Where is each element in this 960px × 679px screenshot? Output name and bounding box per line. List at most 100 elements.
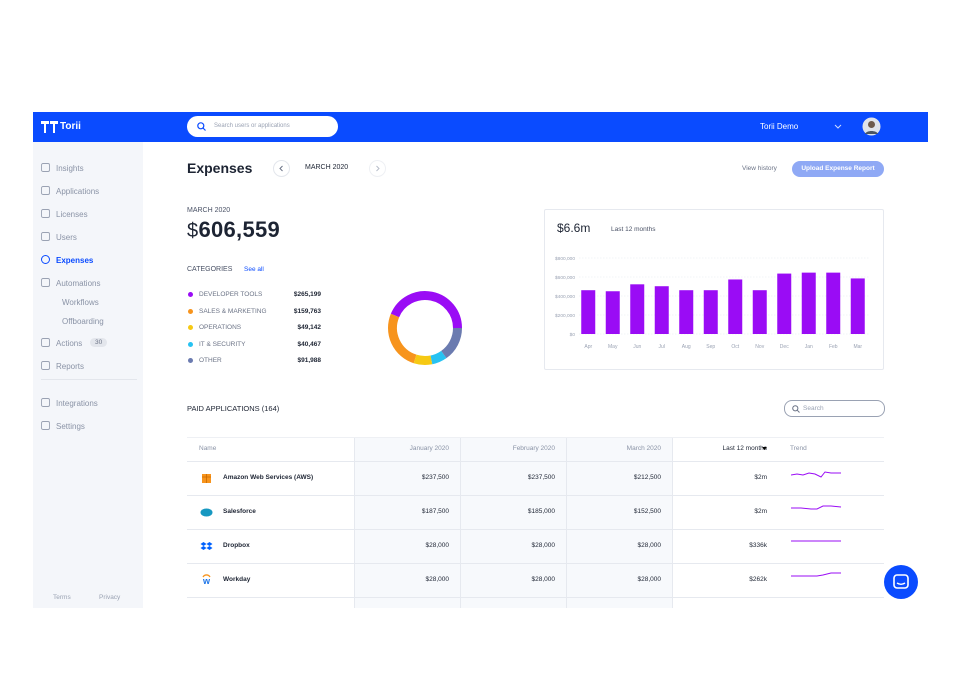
table-search-icon xyxy=(792,405,800,413)
nav-icon-shape xyxy=(41,232,50,241)
avatar[interactable] xyxy=(862,117,881,136)
app-icon xyxy=(202,474,211,483)
table-shade xyxy=(354,437,672,608)
bar xyxy=(581,290,596,334)
nav-icon-shape xyxy=(41,421,50,430)
nav-item[interactable]: Workflows xyxy=(62,298,99,307)
legend-value: $49,142 xyxy=(297,324,322,331)
cell-value: $28,000 xyxy=(637,576,662,583)
x-tick-label: Feb xyxy=(829,344,838,350)
top-bar: Torii Search users or applications Torii… xyxy=(33,112,928,142)
app-icon: w xyxy=(202,574,211,586)
x-tick-label: Oct xyxy=(731,344,739,350)
x-tick-label: Nov xyxy=(755,344,764,350)
nav-icon xyxy=(41,421,50,430)
bar xyxy=(826,272,841,334)
column-header[interactable]: Name xyxy=(199,445,217,452)
app-name[interactable]: Dropbox xyxy=(223,542,250,549)
cell-value: $187,500 xyxy=(421,508,449,515)
cell-value: $152,500 xyxy=(633,508,661,515)
cell-value: $212,500 xyxy=(633,474,661,481)
categories-title: CATEGORIES xyxy=(187,266,233,273)
nav-item[interactable]: Integrations xyxy=(56,399,98,408)
chat-button[interactable] xyxy=(884,565,918,599)
prev-month[interactable] xyxy=(273,160,290,177)
see-all-link[interactable]: See all xyxy=(244,266,264,273)
column-header[interactable]: Last 12 months xyxy=(722,445,767,452)
col-border xyxy=(460,437,461,608)
nav-item[interactable]: Automations xyxy=(56,279,101,288)
legend-dot xyxy=(188,341,193,347)
user-name[interactable]: Torii Demo xyxy=(760,122,799,131)
column-header[interactable]: January 2020 xyxy=(409,445,449,452)
view-history-link[interactable]: View history xyxy=(742,165,777,172)
cell-value: $28,000 xyxy=(637,542,662,549)
legend-value: $265,199 xyxy=(293,291,321,298)
nav-item[interactable]: Offboarding xyxy=(62,317,104,326)
app-name[interactable]: Amazon Web Services (AWS) xyxy=(223,474,314,481)
footer-link[interactable]: Terms xyxy=(53,594,71,601)
nav-item[interactable]: Users xyxy=(56,233,77,242)
donut-segment xyxy=(430,350,447,365)
column-header[interactable]: March 2020 xyxy=(626,445,661,452)
nav-icon-shape xyxy=(41,398,50,407)
x-tick-label: Dec xyxy=(780,344,789,350)
app-icon xyxy=(200,542,213,550)
row-divider xyxy=(187,461,884,462)
y-tick-label: $800,000 xyxy=(555,256,575,262)
bar xyxy=(801,272,816,334)
trend-sparkline xyxy=(791,540,841,542)
nav-divider xyxy=(41,379,137,380)
bar xyxy=(605,291,620,334)
x-tick-label: Apr xyxy=(584,344,592,350)
nav-item[interactable]: Settings xyxy=(56,422,85,431)
cell-value: $2m xyxy=(754,508,767,515)
upload-button[interactable]: Upload Expense Report xyxy=(792,161,884,177)
y-tick-label: $400,000 xyxy=(555,294,575,300)
sparkline-path xyxy=(791,505,842,510)
summary-period: MARCH 2020 xyxy=(187,207,231,214)
nav-item[interactable]: Insights xyxy=(56,164,84,173)
app-name[interactable]: Salesforce xyxy=(223,508,256,515)
cell-value: $237,500 xyxy=(421,474,449,481)
table-search[interactable]: Search xyxy=(784,400,885,417)
x-tick-label: Jan xyxy=(805,344,813,350)
x-tick-label: Jun xyxy=(633,344,641,350)
nav-icon xyxy=(41,255,50,264)
bar xyxy=(654,286,669,334)
sparkline-path xyxy=(791,572,841,577)
summary-total-wrap: $606,559 xyxy=(187,217,280,243)
legend-dot xyxy=(188,308,193,314)
x-tick-label: Sep xyxy=(706,344,715,350)
cell-value: $28,000 xyxy=(425,542,450,549)
bar xyxy=(679,290,694,334)
nav-icon xyxy=(41,278,50,287)
nav-item[interactable]: Expenses xyxy=(56,256,94,265)
nav-icon-shape xyxy=(41,186,50,195)
footer-link[interactable]: Privacy xyxy=(99,594,121,601)
column-header[interactable]: February 2020 xyxy=(512,445,555,452)
app-name[interactable]: Workday xyxy=(223,576,251,583)
bar xyxy=(752,290,767,334)
row-divider xyxy=(187,563,884,564)
next-month[interactable] xyxy=(369,160,386,177)
bar xyxy=(850,278,865,334)
nav-icon-shape xyxy=(41,338,50,347)
nav-icon xyxy=(41,232,50,241)
nav-item[interactable]: Reports xyxy=(56,362,85,371)
nav-item[interactable]: Actions xyxy=(56,339,83,348)
nav-icon xyxy=(41,209,50,218)
cell-value: $2m xyxy=(754,474,767,481)
donut-segment xyxy=(413,354,433,365)
col-border xyxy=(566,437,567,608)
nav-icon-shape xyxy=(41,278,50,287)
row-divider xyxy=(187,597,884,598)
nav-item[interactable]: Applications xyxy=(56,187,100,196)
nav-item[interactable]: Licenses xyxy=(56,210,88,219)
legend-label: OTHER xyxy=(199,357,222,364)
search-box[interactable]: Search users or applications xyxy=(187,116,338,137)
user-chevron[interactable] xyxy=(834,124,842,130)
nav-icon xyxy=(41,338,50,347)
brand: Torii xyxy=(60,121,81,132)
